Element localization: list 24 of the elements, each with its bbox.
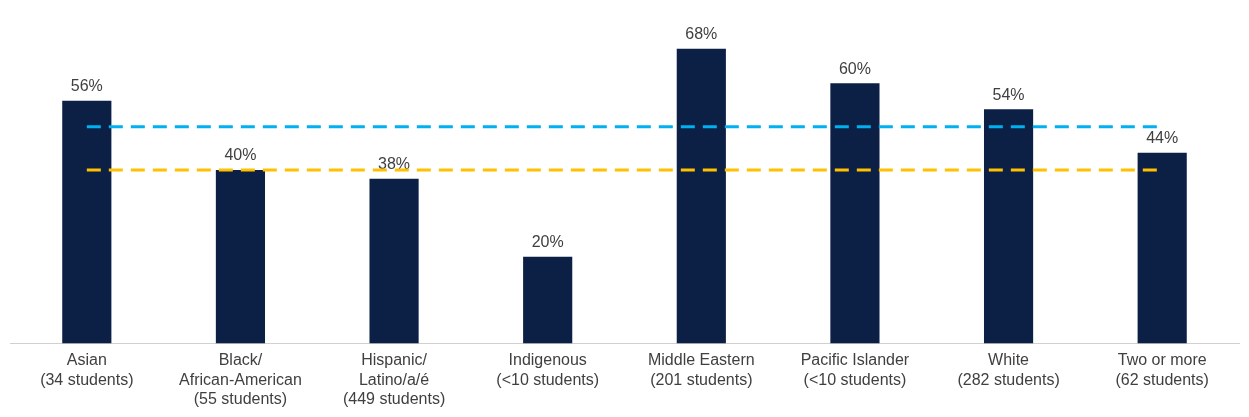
x-tick-label: Asian (34 students) <box>40 351 134 388</box>
bar <box>676 48 726 344</box>
data-label: 60% <box>838 59 871 77</box>
x-tick-label: Pacific Islander (<10 students) <box>800 351 910 388</box>
bar <box>523 256 573 344</box>
data-label: 68% <box>685 25 718 43</box>
x-tick-label: White (282 students) <box>957 351 1060 388</box>
bar <box>1137 152 1187 344</box>
x-tick-label: Hispanic/ Latino/a/é (449 students) <box>342 351 446 407</box>
bar <box>983 109 1034 344</box>
data-label: 20% <box>531 233 564 251</box>
x-tick-label: Black/ African-American (55 students) <box>179 351 302 407</box>
data-label: 40% <box>224 146 257 164</box>
bar <box>369 178 419 344</box>
data-label: 54% <box>992 85 1025 103</box>
bar <box>830 83 880 344</box>
x-tick-label: Two or more (62 students) <box>1115 351 1209 388</box>
x-tick-label: Middle Eastern (201 students) <box>647 351 755 388</box>
data-label: 56% <box>70 77 103 95</box>
data-label: 44% <box>1146 129 1179 147</box>
bar <box>215 170 266 344</box>
data-label: 38% <box>378 155 411 173</box>
x-tick-label: Indigenous (<10 students) <box>496 351 600 388</box>
bar <box>62 100 112 344</box>
